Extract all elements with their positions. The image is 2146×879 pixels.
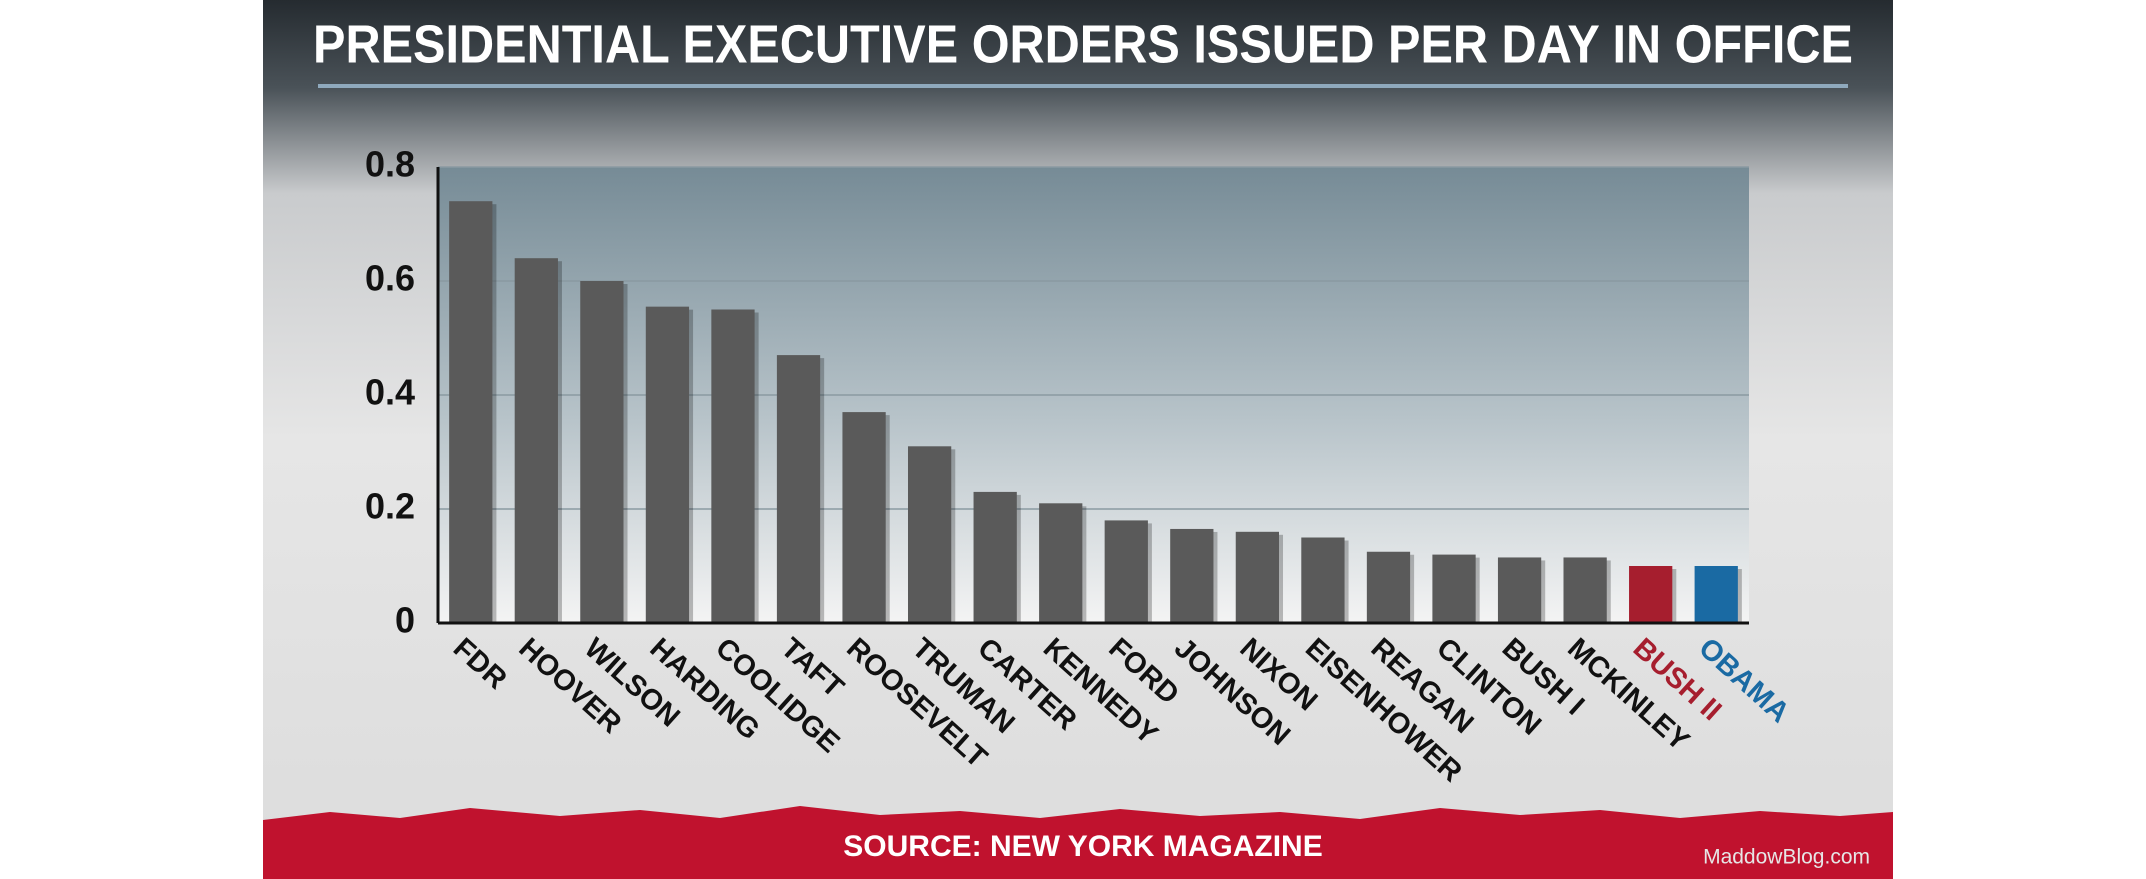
footer-band (263, 806, 1893, 879)
bar (973, 491, 1017, 623)
bar (1235, 531, 1280, 623)
y-tick-label: 0 (395, 600, 415, 641)
source-note: SOURCE: NEW YORK MAGAZINE (843, 830, 1322, 863)
y-tick-label: 0.8 (365, 144, 415, 185)
bar (514, 258, 558, 623)
bar (1563, 557, 1607, 623)
bar (842, 412, 886, 623)
bar (1301, 537, 1345, 623)
y-tick-label: 0.2 (365, 486, 415, 527)
bar (1629, 566, 1673, 623)
y-tick-label: 0.4 (365, 372, 415, 413)
bar (1170, 528, 1214, 623)
bar (907, 446, 952, 623)
chart-title: PRESIDENTIAL EXECUTIVE ORDERS ISSUED PER… (313, 14, 1853, 74)
bar (1497, 557, 1542, 623)
bar (1039, 503, 1083, 623)
bar (1104, 520, 1148, 623)
y-tick-label: 0.6 (365, 258, 415, 299)
bar (580, 281, 624, 623)
bar (1366, 551, 1411, 623)
bar (776, 355, 821, 623)
bar (449, 201, 493, 623)
bar (1432, 554, 1476, 623)
watermark: MaddowBlog.com (1703, 846, 1870, 869)
bar (1694, 566, 1738, 623)
bar (645, 306, 690, 623)
bar (711, 309, 755, 623)
